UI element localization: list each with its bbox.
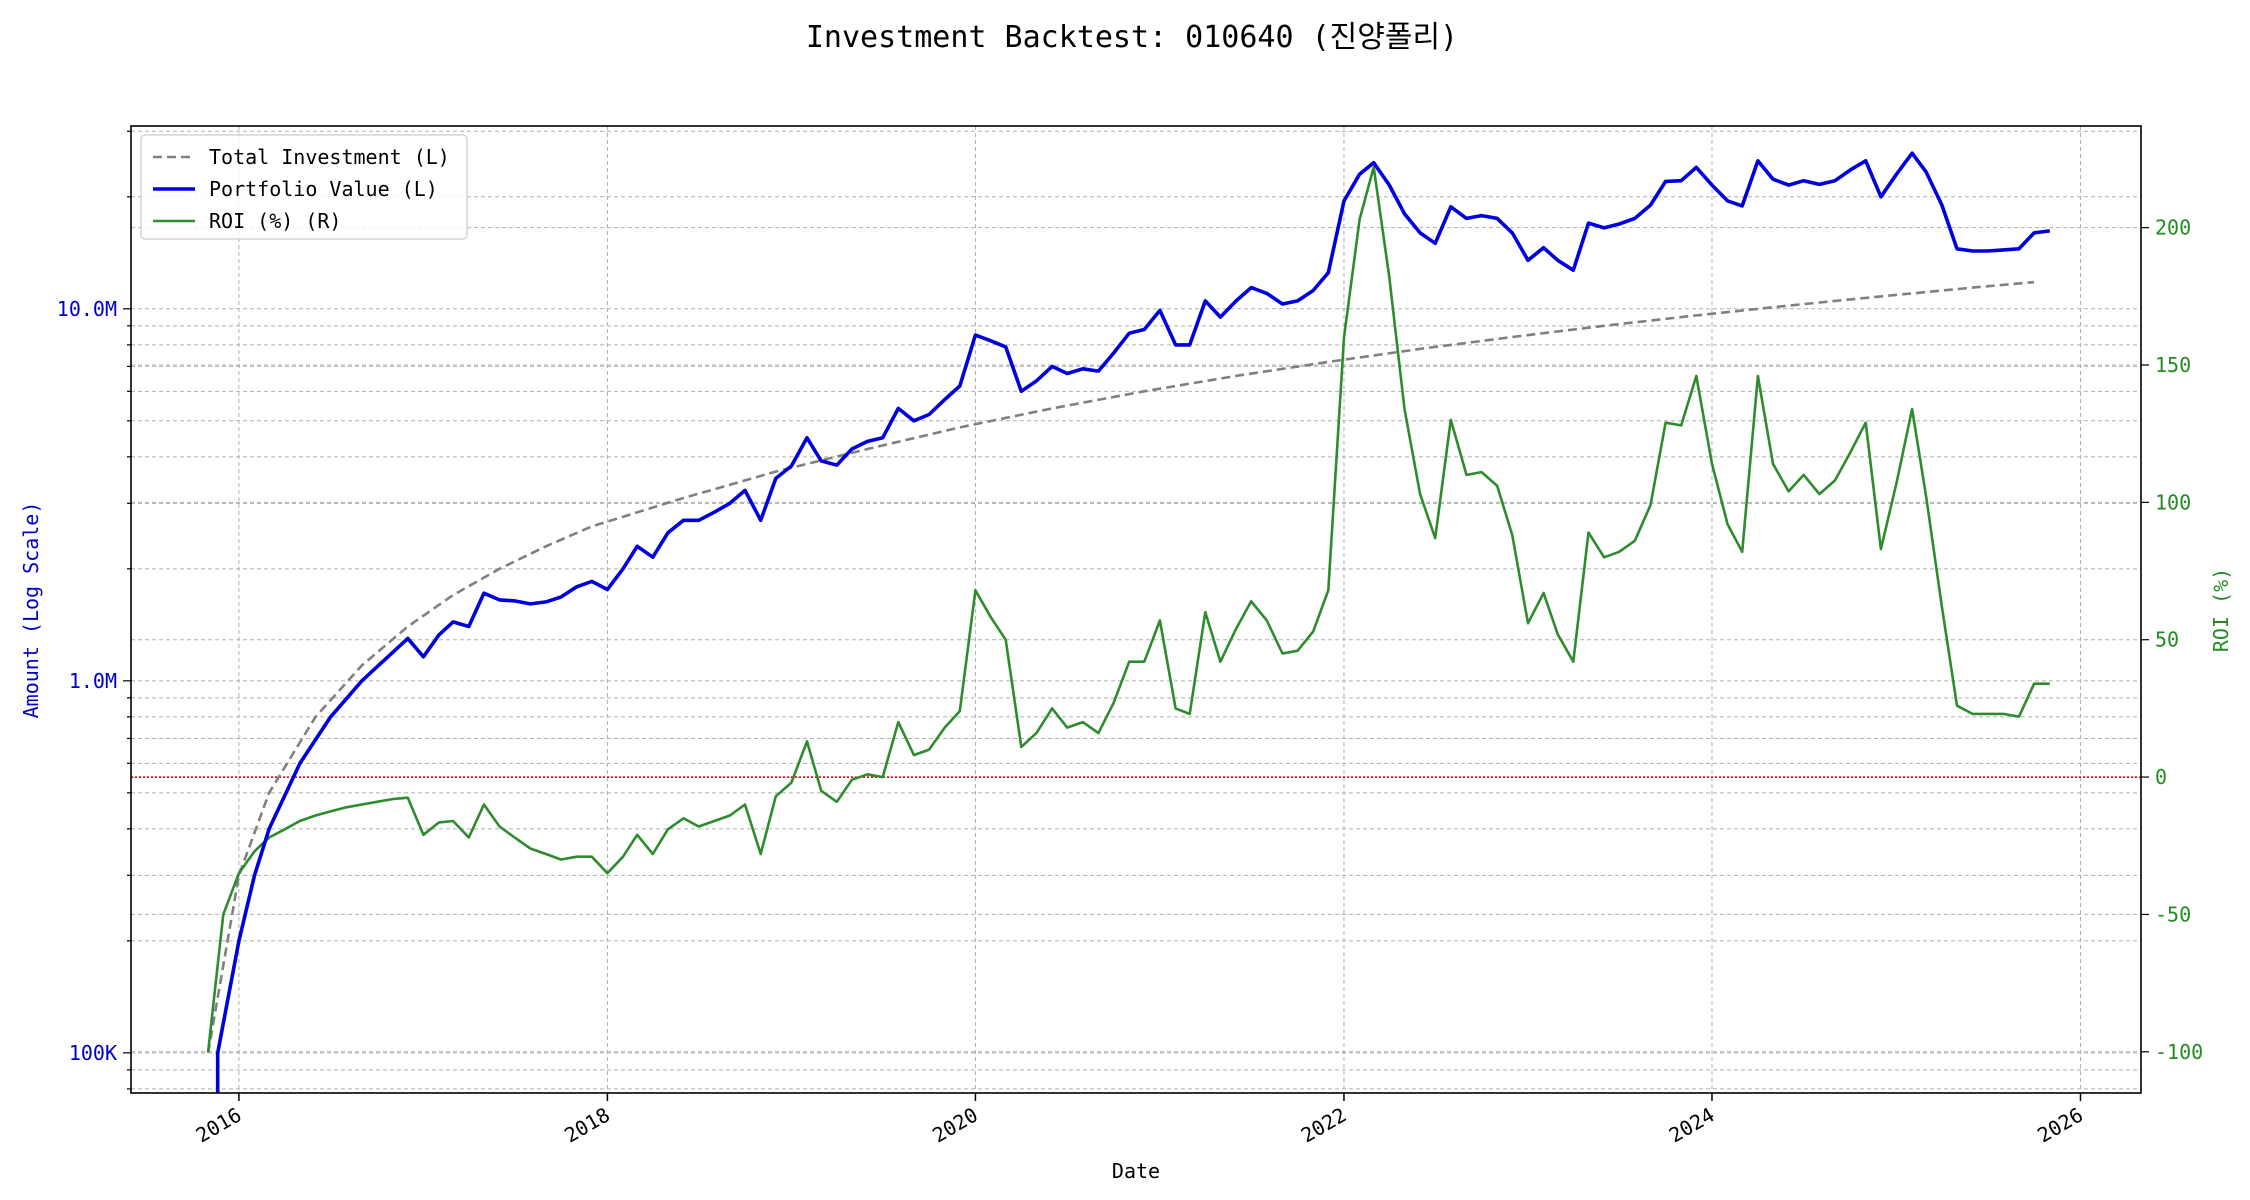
x-tick-label: 2020 (928, 1103, 982, 1148)
y-right-tick-label: 50 (2155, 628, 2179, 652)
y-axis-right: -100 -50 0 50 100 150 200 (2141, 216, 2203, 1064)
x-axis: 2016 2018 2020 2022 2024 2026 (192, 1093, 2087, 1147)
y-right-tick-label: -50 (2155, 902, 2191, 926)
series-portfolio-value (215, 151, 2051, 1093)
legend-entry: Portfolio Value (L) (209, 177, 438, 201)
legend-entry: ROI (%) (R) (209, 209, 341, 233)
x-tick-label: 2022 (1297, 1103, 1351, 1148)
series-total-investment (206, 280, 2035, 1054)
y-left-tick-label: 10.0M (57, 297, 117, 321)
y-axis-left: 100K 1.0M 10.0M (57, 130, 131, 1090)
x-tick-label: 2018 (560, 1103, 614, 1148)
y-right-tick-label: -100 (2155, 1040, 2203, 1064)
y-right-tick-label: 0 (2155, 765, 2167, 789)
x-tick-label: 2016 (192, 1103, 246, 1148)
series-layer (206, 151, 2051, 1093)
y-axis-right-label: ROI (%) (2209, 568, 2233, 652)
legend-box (140, 134, 468, 240)
legend-entry: Total Investment (L) (209, 145, 450, 169)
x-tick-label: 2026 (2033, 1103, 2087, 1148)
y-right-tick-label: 150 (2155, 353, 2191, 377)
y-left-tick-label: 100K (69, 1041, 117, 1065)
chart-title: Investment Backtest: 010640 (진양폴리) (806, 20, 1458, 55)
y-left-tick-label: 1.0M (69, 669, 117, 693)
x-axis-label: Date (1112, 1159, 1160, 1183)
y-axis-left-label: Amount (Log Scale) (19, 502, 43, 719)
y-right-tick-label: 200 (2155, 216, 2191, 240)
legend: Total Investment (L) Portfolio Value (L) R… (140, 134, 468, 240)
series-roi (206, 165, 2050, 1052)
y-right-tick-label: 100 (2155, 490, 2191, 514)
plot-frame (130, 125, 2142, 1094)
x-tick-label: 2024 (1665, 1103, 1719, 1148)
grid (131, 126, 2141, 1093)
